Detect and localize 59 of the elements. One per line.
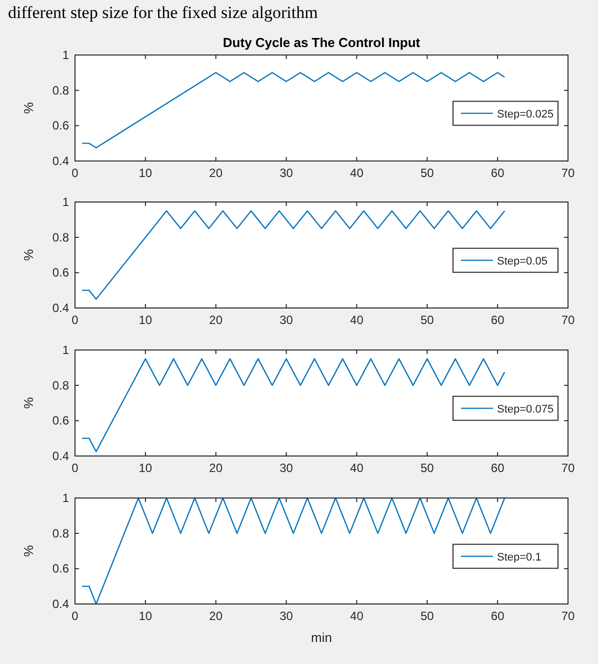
y-tick-label: 0.8 xyxy=(52,378,70,392)
x-tick-label: 60 xyxy=(490,313,505,327)
x-tick-label: 70 xyxy=(561,313,575,327)
y-tick-label: 0.6 xyxy=(52,266,70,280)
y-tick-label: 0.6 xyxy=(52,118,70,133)
x-tick-label: 10 xyxy=(138,609,152,623)
x-tick-label: 60 xyxy=(490,461,505,475)
x-tick-label: 30 xyxy=(280,461,294,475)
x-tick-label: 40 xyxy=(350,609,364,623)
y-tick-label: 0.8 xyxy=(52,526,70,540)
x-tick-label: 70 xyxy=(561,461,575,475)
x-tick-label: 0 xyxy=(72,313,79,327)
x-tick-label: 20 xyxy=(209,609,223,623)
y-axis-title: % xyxy=(21,248,36,261)
y-tick-label: 1 xyxy=(62,491,70,505)
y-tick-label: 0.4 xyxy=(52,449,70,463)
x-tick-label: 30 xyxy=(280,313,294,327)
x-tick-label: 40 xyxy=(350,461,364,475)
x-tick-label: 10 xyxy=(138,166,152,180)
x-axis-title: min xyxy=(311,630,332,645)
y-tick-label: 1 xyxy=(62,195,70,209)
x-tick-label: 0 xyxy=(72,461,79,475)
x-tick-label: 70 xyxy=(561,166,575,180)
text: different step size for the fixed size algorithm xyxy=(8,3,318,22)
x-tick-label: 20 xyxy=(209,166,223,180)
y-tick-label: 0.4 xyxy=(52,301,70,315)
y-tick-label: 0.4 xyxy=(52,597,70,611)
x-tick-label: 50 xyxy=(420,313,434,327)
y-axis-title: % xyxy=(21,396,36,409)
x-tick-label: 30 xyxy=(280,166,294,180)
y-tick-label: 1 xyxy=(62,48,70,62)
y-axis-title: % xyxy=(21,102,36,114)
x-tick-label: 20 xyxy=(209,313,223,327)
x-tick-label: 40 xyxy=(350,313,364,327)
y-tick-label: 1 xyxy=(62,343,70,357)
x-tick-label: 50 xyxy=(420,166,434,180)
x-tick-label: 60 xyxy=(490,609,505,623)
x-tick-label: 10 xyxy=(138,461,152,475)
legend-label: Step=0.05 xyxy=(497,255,548,268)
y-tick-label: 0.4 xyxy=(52,154,70,168)
x-tick-label: 0 xyxy=(72,609,79,623)
x-tick-label: 60 xyxy=(490,166,505,180)
x-tick-label: 0 xyxy=(72,166,79,180)
legend-label: Step=0.1 xyxy=(497,551,542,564)
y-axis-title: % xyxy=(21,544,36,557)
legend-label: Step=0.025 xyxy=(497,108,554,120)
x-tick-label: 40 xyxy=(350,166,364,180)
x-tick-label: 50 xyxy=(420,609,434,623)
y-tick-label: 0.6 xyxy=(52,562,70,576)
x-tick-label: 70 xyxy=(561,609,575,623)
y-tick-label: 0.8 xyxy=(52,83,70,98)
legend-label: Step=0.075 xyxy=(497,403,554,416)
chart-title: Duty Cycle as The Control Input xyxy=(222,35,421,50)
x-tick-label: 10 xyxy=(138,313,152,327)
x-tick-label: 30 xyxy=(280,609,294,623)
x-tick-label: 50 xyxy=(420,461,434,475)
x-tick-label: 20 xyxy=(209,461,223,475)
y-tick-label: 0.8 xyxy=(52,230,70,244)
y-tick-label: 0.6 xyxy=(52,414,70,428)
